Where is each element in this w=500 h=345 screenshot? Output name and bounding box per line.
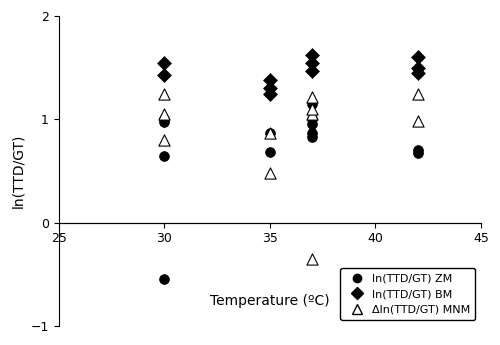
Point: [308, 111, 316, 117]
Legend: ln(TTD/GT) ZM, ln(TTD/GT) BM, Δln(TTD/GT) MNM: ln(TTD/GT) ZM, ln(TTD/GT) BM, Δln(TTD/GT…: [340, 268, 475, 321]
Point: [414, 55, 422, 60]
Point: [266, 86, 274, 91]
Point: [414, 151, 422, 156]
Point: [414, 282, 422, 287]
Point: [160, 111, 168, 117]
Point: [160, 153, 168, 158]
Point: [308, 68, 316, 73]
Point: [308, 117, 316, 122]
Point: [160, 72, 168, 78]
Point: [160, 117, 168, 122]
Point: [308, 101, 316, 107]
Point: [308, 130, 316, 136]
Point: [266, 130, 274, 136]
Point: [308, 52, 316, 58]
Point: [266, 130, 274, 136]
Point: [308, 94, 316, 99]
Point: [414, 119, 422, 124]
Point: [266, 91, 274, 96]
Point: [308, 256, 316, 262]
Y-axis label: ln(TTD/GT): ln(TTD/GT): [11, 134, 25, 208]
Point: [160, 137, 168, 143]
Point: [160, 60, 168, 65]
Point: [266, 77, 274, 83]
Point: [160, 120, 168, 125]
Point: [308, 106, 316, 112]
Point: [266, 170, 274, 176]
Point: [160, 91, 168, 96]
Point: [414, 70, 422, 76]
Point: [414, 148, 422, 153]
Point: [414, 91, 422, 96]
Point: [308, 60, 316, 65]
X-axis label: Temperature (ºC): Temperature (ºC): [210, 294, 330, 308]
Point: [266, 150, 274, 155]
Point: [308, 134, 316, 140]
Point: [308, 121, 316, 126]
Point: [414, 65, 422, 70]
Point: [160, 277, 168, 282]
